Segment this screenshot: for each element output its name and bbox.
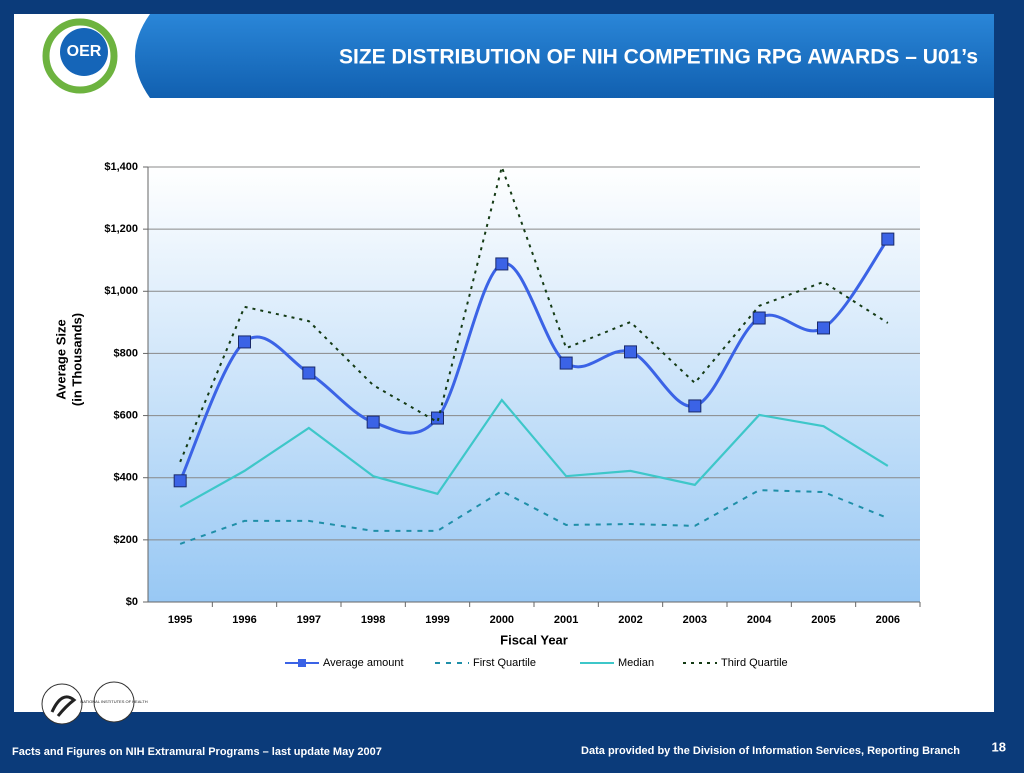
logo-ring <box>42 18 118 94</box>
x-tick-label: 2002 <box>618 614 642 626</box>
footer-band <box>0 712 1024 768</box>
x-tick-label: 1996 <box>232 614 256 626</box>
y-tick-label: $1,200 <box>104 223 138 235</box>
marker <box>302 366 316 380</box>
y-tick-label: $400 <box>114 472 138 484</box>
y-tick-label: $1,000 <box>104 285 138 297</box>
marker <box>173 474 187 488</box>
legend-label: Average amount <box>323 657 404 669</box>
marker <box>881 232 895 246</box>
y-tick-label: $600 <box>114 409 138 421</box>
series-line <box>179 398 889 508</box>
marker <box>559 356 573 370</box>
legend-marker <box>298 659 306 667</box>
x-tick-label: 1999 <box>425 614 449 626</box>
marker <box>688 399 702 413</box>
x-tick-label: 2005 <box>811 614 835 626</box>
x-tick-label: 1995 <box>168 614 192 626</box>
nih-text: NATIONAL INSTITUTES OF HEALTH <box>80 699 147 704</box>
y-tick-label: $800 <box>114 347 138 359</box>
page-number: 18 <box>992 739 1006 754</box>
y-tick-label: $200 <box>114 534 138 546</box>
hhs-eagle <box>50 695 77 717</box>
series-line <box>179 489 889 545</box>
x-tick-label: 1997 <box>297 614 321 626</box>
x-tick-label: 2003 <box>683 614 707 626</box>
plot-area <box>148 167 920 602</box>
logo-disc <box>60 28 108 76</box>
footer-source: Data provided by the Division of Informa… <box>581 745 960 757</box>
legend-label: Median <box>618 657 654 669</box>
x-tick-label: 2000 <box>490 614 514 626</box>
title-bar <box>14 14 994 98</box>
nih-seal <box>93 681 135 723</box>
x-tick-label: 1998 <box>361 614 385 626</box>
y-axis-label: Average Size <box>53 319 68 399</box>
legend-label: Third Quartile <box>721 657 788 669</box>
y-tick-label: $1,400 <box>104 161 138 173</box>
legend-label: First Quartile <box>473 657 536 669</box>
y-tick-label: $0 <box>126 596 138 608</box>
slide-title: SIZE DISTRIBUTION OF NIH COMPETING RPG A… <box>339 46 978 69</box>
x-tick-label: 2001 <box>554 614 578 626</box>
marker <box>624 345 637 359</box>
marker <box>817 321 830 335</box>
x-tick-label: 2004 <box>747 614 772 626</box>
y-axis-label: (in Thousands) <box>69 313 84 406</box>
hhs-seal <box>41 683 83 725</box>
footer-left: Facts and Figures on NIH Extramural Prog… <box>12 746 382 758</box>
marker <box>366 415 380 429</box>
marker <box>495 257 509 271</box>
x-axis-label: Fiscal Year <box>500 632 568 647</box>
marker <box>752 311 766 325</box>
x-tick-label: 2006 <box>876 614 900 626</box>
logo-text: OER <box>67 43 102 60</box>
marker <box>238 335 251 349</box>
